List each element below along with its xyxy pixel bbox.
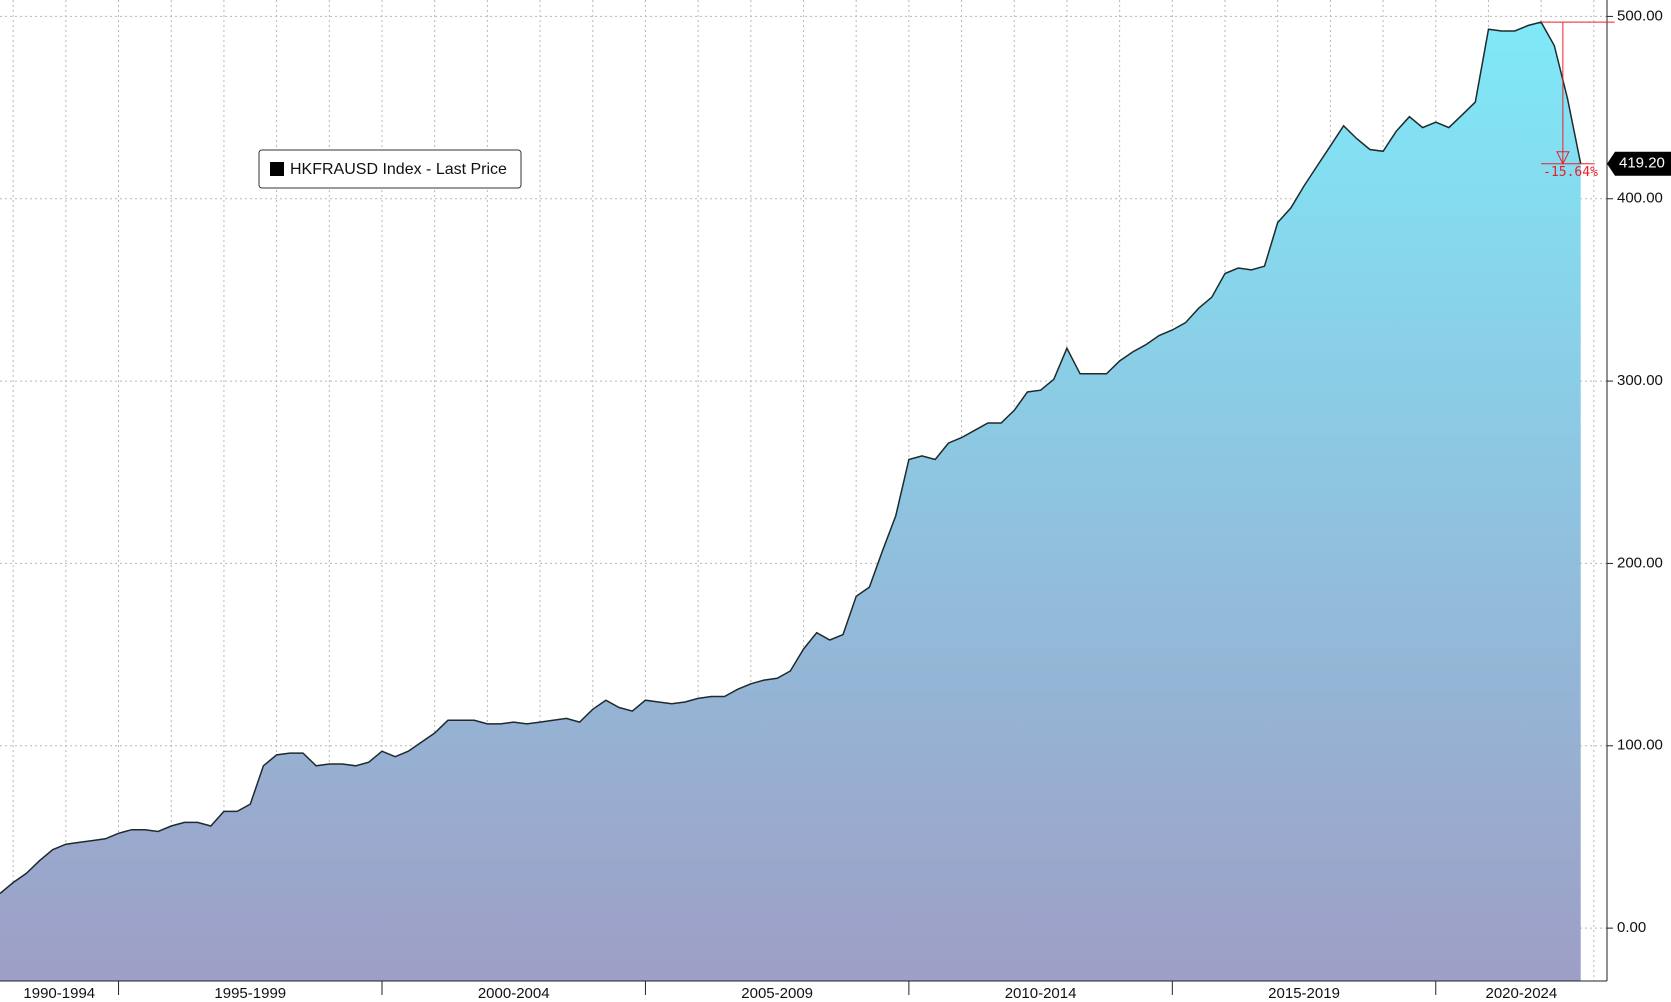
y-tick-label: 400.00 [1617,190,1663,207]
x-period-label: 2015-2019 [1268,985,1340,1002]
y-tick-label: 200.00 [1617,554,1663,571]
x-period-label: 1990-1994 [23,985,95,1002]
legend-label: HKFRAUSD Index - Last Price [290,161,507,178]
y-tick-label: 0.00 [1617,919,1646,936]
x-period-label: 2005-2009 [741,985,813,1002]
drawdown-arrow [1556,151,1570,165]
y-tick-label: 100.00 [1617,737,1663,754]
drawdown-label: -15.64% [1543,165,1598,180]
line [0,21,1582,895]
last-price-tag [1607,151,1671,176]
x-period-label: 1995-1999 [214,985,286,1002]
last-price-label: 419.20 [1619,155,1665,172]
y-tick-label: 300.00 [1617,372,1663,389]
x-period-label: 2020-2024 [1486,985,1558,1002]
x-period-label: 2000-2004 [478,985,550,1002]
legend-swatch [270,162,284,176]
area [0,22,1581,982]
legend: HKFRAUSD Index - Last Price [258,149,522,189]
x-period-label: 2010-2014 [1005,985,1077,1002]
y-tick-label: 500.00 [1617,7,1663,24]
legend-box [258,149,522,189]
